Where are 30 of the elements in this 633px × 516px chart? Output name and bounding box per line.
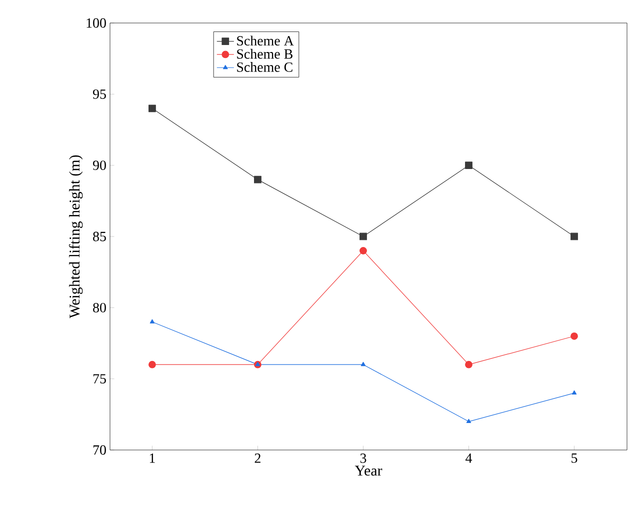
y-tick-label: 85 bbox=[93, 232, 106, 242]
point bbox=[148, 104, 156, 112]
point bbox=[360, 232, 367, 240]
x-tick-label: 1 bbox=[150, 454, 155, 463]
point bbox=[572, 390, 577, 395]
point bbox=[466, 418, 472, 424]
point bbox=[465, 360, 472, 368]
y-tick-label: 70 bbox=[93, 445, 106, 455]
legend-label: Scheme B bbox=[237, 48, 292, 59]
x-tick-label: 2 bbox=[254, 454, 260, 463]
y-axis-title: Weighted lifting height (m) bbox=[68, 155, 83, 318]
y-tick-label: 90 bbox=[92, 160, 106, 170]
y-tick-label: 100 bbox=[86, 18, 106, 28]
x-axis-title: Year bbox=[354, 466, 382, 476]
legend-label: Scheme A bbox=[237, 36, 294, 46]
y-tick-label: 75 bbox=[93, 374, 106, 384]
point bbox=[150, 319, 155, 324]
point bbox=[570, 332, 578, 340]
legend-label: Scheme C bbox=[237, 62, 292, 72]
point bbox=[148, 360, 156, 368]
point bbox=[360, 362, 366, 366]
point bbox=[360, 247, 367, 254]
point bbox=[254, 176, 262, 184]
point bbox=[570, 232, 578, 240]
point bbox=[465, 162, 472, 170]
y-tick-label: 80 bbox=[93, 302, 106, 312]
x-tick-label: 4 bbox=[466, 454, 472, 463]
x-tick-label: 5 bbox=[572, 454, 578, 463]
y-tick-label: 95 bbox=[92, 89, 106, 99]
x-tick-label: 3 bbox=[360, 454, 366, 463]
